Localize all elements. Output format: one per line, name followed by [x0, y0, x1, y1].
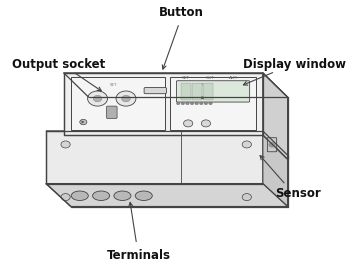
Text: Display window: Display window [243, 58, 346, 71]
Circle shape [87, 91, 108, 106]
Ellipse shape [93, 191, 110, 200]
Circle shape [242, 194, 251, 201]
FancyBboxPatch shape [192, 83, 202, 100]
Text: SET: SET [110, 83, 117, 87]
Ellipse shape [135, 191, 152, 200]
Circle shape [199, 102, 203, 105]
Polygon shape [263, 73, 288, 159]
Polygon shape [46, 184, 288, 207]
Circle shape [116, 91, 136, 106]
Polygon shape [170, 77, 256, 130]
Ellipse shape [71, 191, 88, 200]
Circle shape [61, 141, 70, 148]
FancyBboxPatch shape [176, 81, 249, 102]
Text: ALM: ALM [229, 76, 238, 80]
Text: SET: SET [182, 76, 189, 80]
Circle shape [61, 194, 70, 201]
Polygon shape [64, 73, 263, 135]
Circle shape [195, 102, 198, 105]
Circle shape [190, 102, 194, 105]
Text: Terminals: Terminals [107, 249, 170, 262]
Text: OUT: OUT [206, 76, 215, 80]
Polygon shape [46, 131, 263, 184]
Text: Sensor: Sensor [275, 187, 321, 200]
Ellipse shape [114, 191, 131, 200]
FancyBboxPatch shape [107, 106, 117, 119]
FancyBboxPatch shape [181, 83, 191, 100]
Circle shape [93, 95, 102, 102]
Circle shape [186, 102, 189, 105]
FancyBboxPatch shape [203, 83, 213, 100]
FancyBboxPatch shape [144, 87, 166, 94]
Polygon shape [263, 131, 288, 207]
Circle shape [80, 119, 87, 125]
Circle shape [204, 102, 208, 105]
Circle shape [122, 95, 130, 102]
Circle shape [184, 120, 193, 127]
Circle shape [209, 102, 212, 105]
Text: Button: Button [159, 6, 203, 19]
Polygon shape [64, 73, 288, 97]
Circle shape [181, 102, 185, 105]
Text: Output socket: Output socket [12, 58, 105, 71]
Polygon shape [71, 77, 165, 130]
Circle shape [176, 102, 180, 105]
Circle shape [201, 96, 204, 99]
Circle shape [269, 142, 275, 147]
FancyBboxPatch shape [267, 138, 276, 152]
Circle shape [242, 141, 251, 148]
Circle shape [201, 120, 211, 127]
Text: OUT: OUT [195, 83, 204, 87]
Polygon shape [46, 131, 288, 155]
